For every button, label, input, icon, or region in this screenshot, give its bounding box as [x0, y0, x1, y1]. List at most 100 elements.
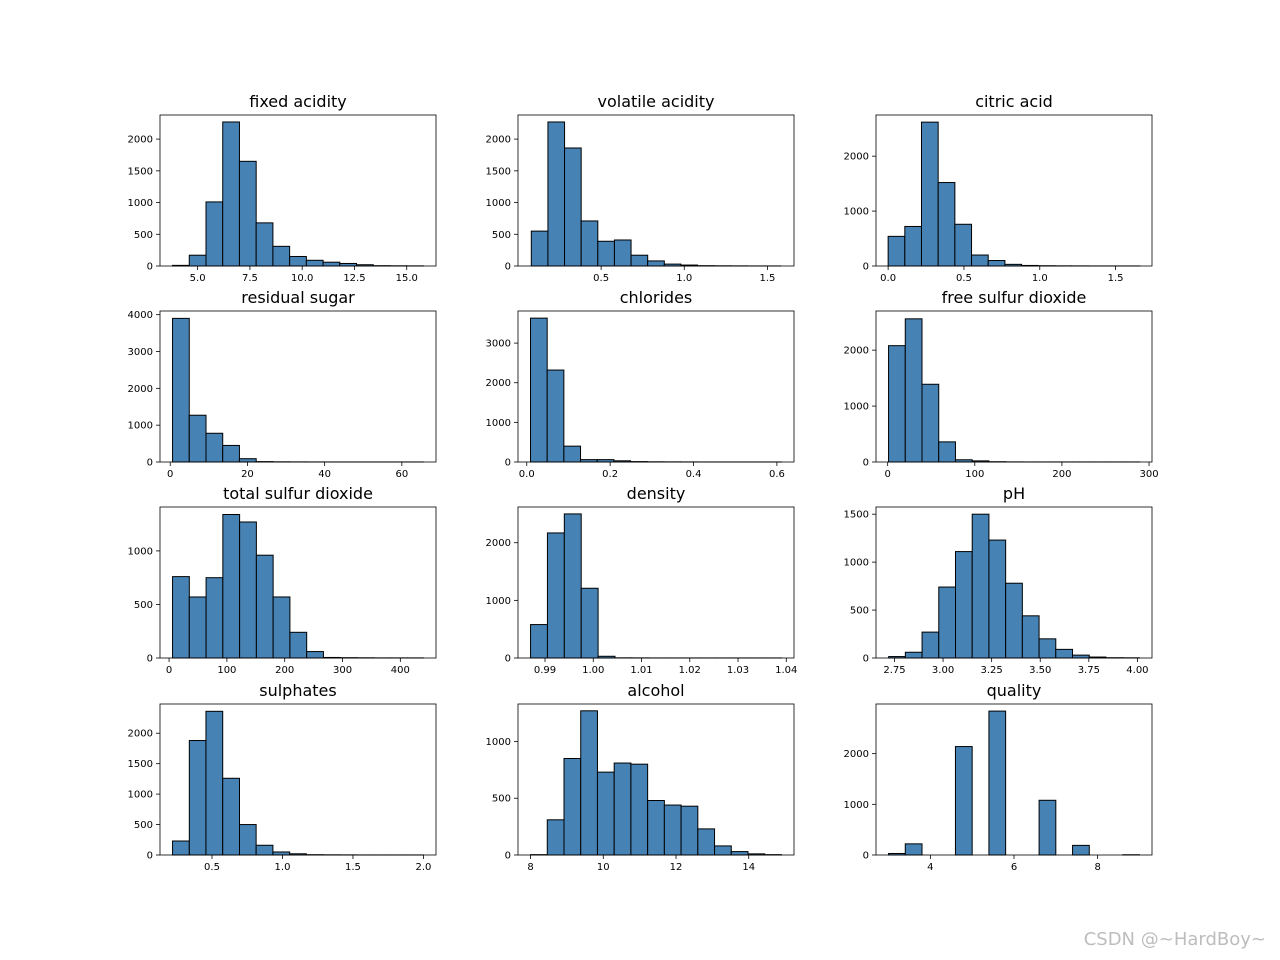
y-tick-label: 2000 — [128, 384, 153, 395]
histogram-bar — [904, 225, 922, 267]
y-tick-label: 2000 — [486, 378, 511, 389]
axes-frame — [517, 114, 795, 267]
y-tick-label: 1000 — [486, 596, 511, 607]
histogram-bar — [272, 245, 291, 267]
histogram-bar — [580, 220, 599, 267]
histogram-bar — [305, 259, 324, 267]
histogram-bar — [222, 121, 240, 267]
histogram-bar — [937, 182, 956, 267]
axes-frame — [517, 506, 795, 659]
histogram-bar — [238, 160, 257, 267]
x-tick-label: 100 — [217, 665, 236, 676]
histogram-bar — [530, 230, 549, 267]
x-tick-label: 0.99 — [534, 665, 556, 676]
y-tick-label: 1000 — [128, 198, 153, 209]
axes-frame — [875, 114, 1153, 267]
panel-title: alcohol — [627, 681, 684, 700]
histogram-bar — [954, 746, 973, 856]
x-tick-label: 60 — [395, 469, 408, 480]
histogram-bar — [289, 631, 308, 659]
histogram-bar — [205, 710, 224, 856]
x-tick-label: 3.00 — [932, 665, 954, 676]
histogram-bar — [272, 596, 291, 659]
y-tick-label: 3000 — [486, 339, 511, 350]
y-tick-label: 1000 — [128, 546, 153, 557]
x-tick-label: 6 — [1011, 862, 1017, 873]
axes-frame — [159, 703, 437, 856]
y-tick-label: 1000 — [128, 421, 153, 432]
histogram-bar — [255, 222, 274, 267]
y-tick-label: 1000 — [486, 198, 511, 209]
y-tick-label: 2000 — [128, 729, 153, 740]
y-tick-label: 500 — [492, 794, 511, 805]
histogram-bar — [1038, 638, 1057, 659]
histogram-bar — [205, 432, 224, 463]
x-tick-label: 12 — [670, 862, 683, 873]
y-tick-label: 1000 — [486, 737, 511, 748]
panel-title: chlorides — [620, 288, 693, 307]
y-tick-label: 1000 — [844, 800, 869, 811]
x-tick-label: 4.00 — [1126, 665, 1148, 676]
histogram-bar — [596, 771, 615, 856]
x-tick-label: 2.75 — [883, 665, 905, 676]
histogram-bar — [188, 596, 207, 659]
histogram-bar — [988, 539, 1007, 659]
histogram-bar — [938, 586, 957, 659]
y-tick-label: 1000 — [844, 207, 869, 218]
histogram-bar — [904, 318, 923, 463]
histogram-panel: quality 4 6 8 0 1000 2000 — [844, 681, 1153, 873]
histogram-bar — [613, 239, 632, 267]
axes-frame — [875, 310, 1153, 463]
x-tick-label: 0.5 — [956, 273, 972, 284]
histogram-panel: sulphates 0.5 1.0 1.5 2.0 0 500 1000 1500 2000 — [128, 681, 437, 873]
x-tick-label: 0.4 — [686, 469, 702, 480]
panel-title: sulphates — [259, 681, 336, 700]
histogram-bar — [887, 235, 906, 267]
y-tick-label: 0 — [505, 262, 511, 273]
histogram-bar — [563, 513, 582, 659]
y-tick-label: 2000 — [486, 538, 511, 549]
x-tick-label: 1.5 — [1108, 273, 1124, 284]
histogram-bar — [222, 777, 240, 856]
x-tick-label: 0.5 — [204, 862, 220, 873]
x-tick-label: 1.0 — [676, 273, 692, 284]
histogram-bar — [222, 514, 241, 659]
histogram-bar — [172, 840, 190, 856]
x-tick-label: 1.03 — [727, 665, 749, 676]
x-tick-label: 1.02 — [679, 665, 701, 676]
y-tick-label: 2000 — [486, 135, 511, 146]
histogram-bar — [920, 121, 939, 267]
x-tick-label: 3.75 — [1078, 665, 1100, 676]
histogram-bar — [1055, 648, 1074, 659]
y-tick-label: 1500 — [844, 510, 869, 521]
histogram-bar — [222, 444, 240, 463]
histogram-bar — [714, 845, 732, 856]
histogram-bar — [1038, 799, 1057, 856]
y-tick-label: 0 — [147, 262, 153, 273]
histogram-bar — [647, 260, 665, 267]
histogram-bar — [921, 631, 940, 659]
y-tick-label: 0 — [147, 851, 153, 862]
x-tick-label: 1.5 — [759, 273, 775, 284]
y-tick-label: 1500 — [128, 166, 153, 177]
histogram-bar — [188, 414, 207, 463]
panel-title: volatile acidity — [598, 92, 715, 111]
histogram-panel: chlorides 0.0 0.2 0.4 0.6 0 1000 2000 3000 — [486, 288, 795, 480]
x-tick-label: 20 — [241, 469, 254, 480]
x-tick-label: 2.0 — [416, 862, 432, 873]
x-tick-label: 0.2 — [602, 469, 618, 480]
histogram-bar — [546, 819, 565, 856]
histogram-bar — [238, 458, 257, 463]
histogram-bar — [205, 201, 224, 267]
axes-frame — [517, 310, 795, 463]
y-tick-label: 500 — [850, 606, 869, 617]
histogram-bar — [971, 513, 990, 659]
histogram-panel: residual sugar 0 20 40 60 0 1000 2000 3000 4000 — [128, 288, 437, 480]
histogram-bar — [564, 147, 582, 267]
histogram-bar — [546, 369, 565, 463]
histogram-bar — [563, 445, 582, 463]
histogram-panel: volatile acidity 0.5 1.0 1.5 0 500 1000 1500 200… — [486, 92, 795, 284]
x-tick-label: 5.0 — [190, 273, 206, 284]
histogram-bar — [546, 532, 565, 659]
y-tick-label: 0 — [505, 654, 511, 665]
